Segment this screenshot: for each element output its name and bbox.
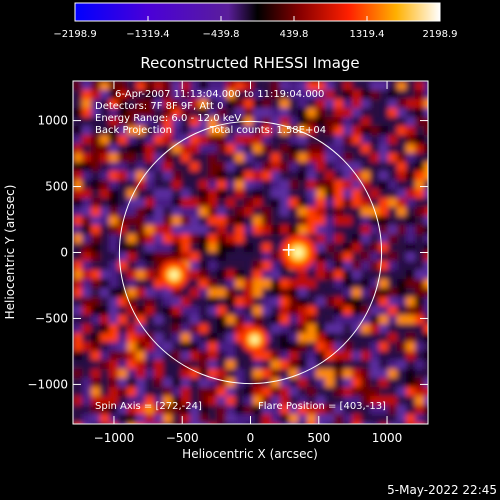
- x-tick-label: 500: [307, 431, 330, 445]
- total-counts-label: Total counts: 1.58E+04: [209, 125, 326, 136]
- heatmap-image: [73, 81, 428, 424]
- timestamp: 5-May-2022 22:45: [387, 483, 497, 497]
- y-tick-label: −500: [35, 311, 68, 325]
- y-tick-label: 1000: [37, 114, 68, 128]
- method-label: Back Projection: [95, 125, 172, 136]
- x-tick-label: −500: [166, 431, 199, 445]
- colorbar-tick-label: 1319.4: [350, 29, 385, 40]
- y-tick-label: −1000: [27, 377, 68, 391]
- chart-title: Reconstructed RHESSI Image: [140, 54, 359, 72]
- colorbar-tick-label: 439.8: [280, 29, 309, 40]
- x-tick-label: 0: [247, 431, 255, 445]
- flare-marker: [282, 243, 295, 256]
- colorbar-tick-label: −2198.9: [53, 29, 96, 40]
- y-tick-label: 500: [45, 180, 68, 194]
- solar-limb-circle: [118, 120, 383, 385]
- flare-position-label: Flare Position = [403,-13]: [258, 401, 386, 412]
- x-axis-label: Heliocentric X (arcsec): [182, 447, 318, 461]
- colorbar-gradient: [74, 2, 441, 22]
- x-tick-label: 1000: [372, 431, 403, 445]
- colorbar-tick-label: −439.8: [202, 29, 239, 40]
- time-range-label: 6-Apr-2007 11:13:04.000 to 11:19:04.000: [115, 89, 324, 100]
- detectors-label: Detectors: 7F 8F 9F, Att 0: [95, 101, 223, 112]
- energy-range-label: Energy Range: 6.0 - 12.0 keV: [95, 113, 241, 124]
- colorbar: −2198.9 −1319.4 −439.8 439.8 1319.4 2198.9: [53, 2, 458, 40]
- colorbar-tick-label: −1319.4: [126, 29, 169, 40]
- colorbar-tick-label: 2198.9: [423, 29, 458, 40]
- y-tick-label: 0: [60, 246, 68, 260]
- x-tick-label: −1000: [94, 431, 135, 445]
- plot-area: −1000 −500 0 500 1000 −1000 −500 0 500 1000: [27, 80, 429, 445]
- spin-axis-label: Spin Axis = [272,-24]: [95, 401, 202, 412]
- y-axis-label: Heliocentric Y (arcsec): [3, 185, 17, 320]
